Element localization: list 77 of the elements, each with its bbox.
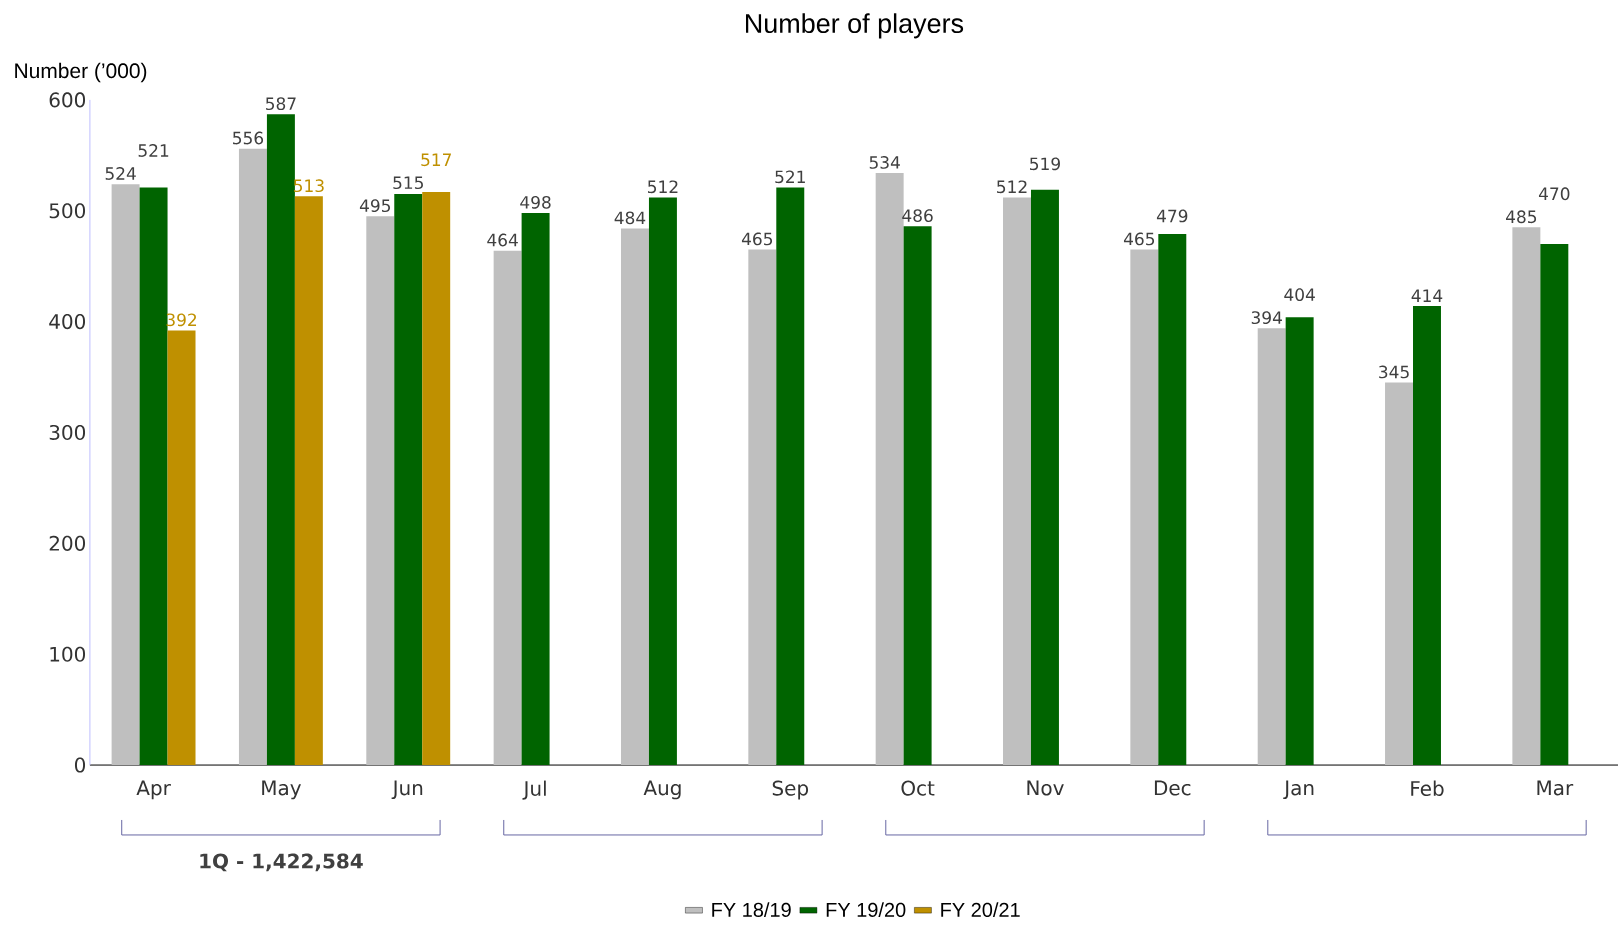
bar	[1285, 317, 1314, 766]
x-tick-label: May	[262, 780, 301, 800]
bar	[422, 191, 451, 766]
bar	[366, 216, 395, 766]
data-label: 394	[1251, 311, 1282, 325]
data-label: 484	[614, 211, 646, 225]
data-label: 414	[1411, 289, 1443, 302]
bar	[1385, 382, 1414, 766]
data-label: 512	[648, 180, 678, 194]
text: 1Q - 1,422,584	[200, 853, 363, 872]
data-label: 498	[520, 195, 551, 209]
x-tick-label: Jun	[391, 780, 423, 800]
bar	[238, 148, 267, 766]
data-label: 521	[775, 170, 805, 184]
x-tick-label: Dec	[1154, 780, 1191, 796]
bar	[521, 213, 550, 766]
bar	[875, 173, 904, 766]
y-tick-label: 0	[74, 757, 86, 773]
legend-label: FY 18/19	[712, 902, 791, 918]
data-label: 517	[421, 153, 451, 167]
y-tick-label: 200	[49, 535, 86, 551]
x-tick-label: Oct	[901, 780, 935, 796]
data-label: 479	[1156, 209, 1188, 223]
data-label: 515	[393, 176, 423, 190]
y-tick-label: 500	[49, 203, 86, 219]
data-label: 587	[266, 97, 296, 111]
x-tick-label: Mar	[1537, 780, 1574, 796]
bar	[648, 197, 677, 766]
bar	[1158, 234, 1187, 766]
bar	[620, 228, 649, 766]
bar	[167, 330, 196, 766]
y-tick-label: 400	[49, 314, 86, 330]
legend-label: FY 19/20	[826, 902, 906, 918]
bar	[1512, 227, 1541, 766]
y-tick-label: 100	[50, 646, 86, 662]
bar	[776, 187, 805, 766]
data-label: 465	[741, 232, 773, 246]
bar	[1540, 244, 1569, 766]
y-axis-title: Number (’000)	[15, 62, 147, 83]
x-tick-label: Aug	[643, 780, 681, 800]
x-tick-label: Jan	[1283, 780, 1314, 800]
data-label: 485	[1506, 210, 1537, 224]
data-label: 465	[1123, 232, 1155, 246]
x-tick-label: Jul	[522, 780, 546, 800]
x-tick-label: Nov	[1027, 780, 1064, 796]
bar	[903, 226, 932, 766]
data-label: 486	[902, 209, 933, 223]
chart-title: Number of players	[746, 13, 964, 39]
x-tick-label: Feb	[1411, 780, 1444, 797]
data-label: 495	[359, 199, 390, 213]
bar	[1030, 189, 1059, 766]
x-tick-label: Sep	[772, 780, 809, 800]
data-label: 512	[997, 180, 1027, 194]
bar	[266, 114, 295, 766]
bar	[748, 249, 777, 766]
data-label: 534	[869, 156, 900, 169]
bar	[111, 184, 140, 766]
data-label: 524	[105, 167, 136, 181]
bar	[294, 196, 323, 766]
y-tick-label: 600	[49, 92, 86, 108]
bar	[1003, 197, 1031, 766]
bar	[1413, 306, 1441, 766]
data-label: 521	[138, 144, 169, 158]
data-label: 464	[487, 233, 518, 247]
bar	[493, 250, 522, 766]
legend-label: FY 20/21	[941, 902, 1020, 918]
data-label: 404	[1284, 288, 1315, 302]
x-tick-label: Apr	[136, 780, 171, 800]
data-label: 519	[1030, 157, 1060, 171]
bar	[394, 194, 423, 766]
bar	[139, 187, 168, 766]
bar	[1257, 328, 1286, 766]
y-tick-label: 300	[49, 424, 86, 441]
data-label: 345	[1379, 365, 1409, 379]
bar	[1130, 249, 1159, 766]
data-label: 556	[233, 131, 264, 145]
data-label: 470	[1538, 187, 1570, 201]
